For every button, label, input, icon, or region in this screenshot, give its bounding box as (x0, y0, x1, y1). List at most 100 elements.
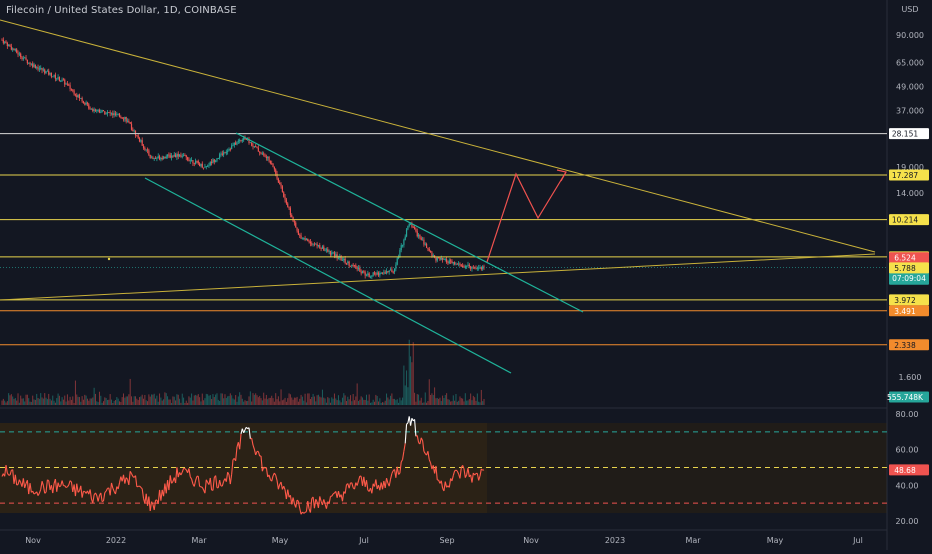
candle-body (37, 67, 38, 69)
volume-bar (180, 403, 181, 405)
candle-body (12, 49, 13, 50)
price-label-text: 17.287 (892, 171, 918, 180)
candle-body (219, 154, 220, 158)
candle-body (120, 117, 121, 118)
candle-body (83, 101, 84, 103)
candle-body (308, 241, 309, 242)
volume-bar (111, 400, 112, 405)
volume-bar (172, 396, 173, 405)
volume-bar (414, 393, 415, 405)
candle-body (63, 80, 64, 81)
candle-body (200, 164, 201, 166)
volume-bar (319, 397, 320, 405)
volume-bar (223, 398, 224, 405)
candle-body (239, 140, 240, 141)
volume-bar (405, 385, 406, 405)
candle-body (347, 262, 348, 263)
candle-body (5, 41, 6, 43)
volume-bar (84, 395, 85, 405)
candle-body (393, 272, 394, 273)
price-axis-tick-label: 90.000 (896, 31, 924, 40)
price-label-text: 10.214 (892, 216, 918, 225)
volume-bar (171, 403, 172, 405)
volume-bar (379, 398, 380, 405)
candle-body (403, 240, 404, 245)
volume-bar (357, 383, 358, 405)
volume-bar (314, 396, 315, 405)
candle-body (64, 80, 65, 85)
candle-body (119, 114, 120, 117)
rsi-line-segment (47, 480, 48, 481)
rsi-line-segment (102, 501, 103, 502)
candle-body (178, 154, 179, 157)
volume-bar (183, 398, 184, 405)
candle-body (175, 155, 176, 157)
candle-body (319, 245, 320, 248)
candle-body (263, 153, 264, 154)
volume-bar (207, 394, 208, 405)
candle-body (65, 84, 66, 85)
volume-bar (270, 398, 271, 405)
candle-body (459, 264, 460, 265)
volume-bar (95, 394, 96, 405)
volume-bar (274, 402, 275, 405)
price-label-text: 2.338 (894, 341, 916, 350)
candle-body (419, 235, 420, 238)
candle-body (160, 158, 161, 159)
volume-bar (346, 401, 347, 405)
volume-bar (116, 397, 117, 405)
price-axis-tick-label: 1.600 (899, 373, 922, 382)
volume-bar (38, 398, 39, 405)
candle-body (243, 138, 244, 140)
candle-body (369, 273, 370, 277)
candle-body (7, 43, 8, 46)
candle-body (337, 254, 338, 258)
candle-body (259, 152, 260, 153)
volume-bar (481, 390, 482, 405)
volume-bar (30, 402, 31, 405)
candle-body (251, 142, 252, 145)
volume-bar (469, 399, 470, 405)
candle-body (343, 259, 344, 260)
candle-body (215, 161, 216, 162)
candle-body (381, 273, 382, 274)
candle-body (333, 252, 334, 253)
price-axis-tick-label: 49.000 (896, 83, 924, 92)
candle-body (278, 179, 279, 183)
candle-body (306, 239, 307, 240)
candle-body (395, 265, 396, 269)
volume-bar (353, 394, 354, 405)
candle-body (146, 150, 147, 151)
candle-body (473, 267, 474, 268)
volume-bar (370, 403, 371, 405)
candle-body (433, 255, 434, 256)
candle-body (461, 265, 462, 266)
volume-bar (94, 388, 95, 405)
candle-body (322, 247, 323, 249)
volume-bar (406, 370, 407, 405)
candle-body (283, 192, 284, 197)
candle-body (78, 94, 79, 97)
candle-body (227, 151, 228, 152)
candle-body (226, 152, 227, 153)
volume-bar (323, 398, 324, 405)
candle-body (216, 158, 217, 160)
volume-bar (407, 387, 408, 405)
volume-bar (86, 396, 87, 405)
candle-body (254, 146, 255, 147)
volume-bar (295, 398, 296, 405)
candle-body (302, 239, 303, 240)
candle-body (453, 262, 454, 263)
candle-body (188, 160, 189, 162)
volume-bar (214, 397, 215, 405)
candle-body (154, 158, 155, 159)
volume-bar (313, 394, 314, 405)
volume-bar (421, 398, 422, 405)
volume-bar (243, 402, 244, 405)
volume-bar (278, 396, 279, 405)
volume-bar (128, 394, 129, 405)
rsi-line-segment (333, 493, 334, 494)
candle-body (457, 264, 458, 265)
